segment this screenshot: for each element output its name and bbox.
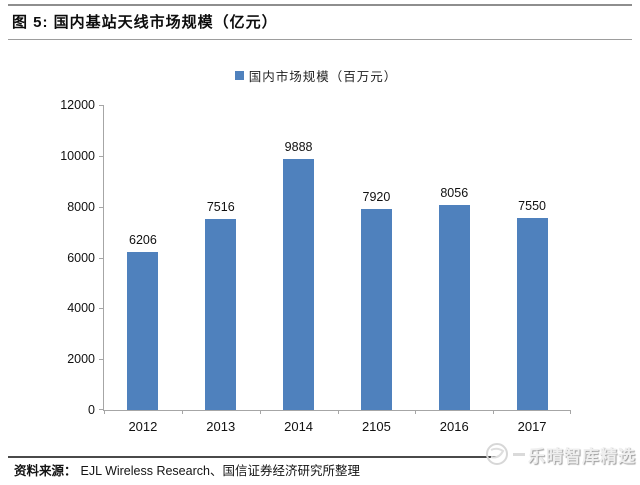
bar-value-label: 7920: [362, 190, 391, 204]
x-axis-tick: [104, 410, 105, 414]
x-axis-tick: [337, 410, 339, 414]
source-prefix: 资料来源：: [14, 464, 77, 478]
bar-value-label: 6206: [129, 233, 157, 247]
x-tick-label: 2016: [439, 419, 469, 434]
figure-title: 图 5: 国内基站天线市场规模（亿元）: [12, 14, 278, 31]
bar: [360, 209, 392, 410]
plot-area: 0 2000 4000 6000 8000 10000 12000 6206 2012 7516 2…: [60, 98, 571, 434]
top-divider: [8, 4, 632, 6]
x-axis-tick: [570, 410, 571, 414]
source-divider: [8, 456, 497, 458]
y-tick-label: 8000: [67, 199, 95, 214]
y-axis-tick: [99, 409, 104, 410]
y-axis-tick: [99, 105, 104, 106]
source-line: 资料来源： EJL Wireless Research、国信证券经济研究所整理: [14, 460, 360, 479]
y-tick-label: 4000: [67, 301, 95, 316]
bar-value-label: 7516: [206, 200, 235, 214]
y-axis-tick: [99, 155, 104, 157]
bar: [127, 252, 159, 410]
legend-label: 国内市场规模（百万元）: [248, 70, 398, 84]
bar-value-label: 9888: [284, 140, 313, 154]
bar: [205, 219, 237, 410]
y-axis-tick: [99, 359, 104, 361]
chart-legend: 国内市场规模（百万元）: [0, 66, 632, 85]
y-axis-tick: [99, 257, 104, 259]
bar: [283, 159, 315, 410]
y-tick-label: 6000: [67, 250, 95, 265]
bar: [516, 218, 548, 410]
y-tick-label: 12000: [60, 98, 95, 112]
bar-value-label: 8056: [440, 186, 469, 200]
y-tick-label: 10000: [60, 148, 95, 163]
x-tick-label: 2014: [284, 419, 314, 434]
y-tick-label: 2000: [67, 352, 95, 367]
y-axis-tick: [99, 308, 104, 310]
y-tick-label: 0: [88, 403, 95, 417]
x-tick-label: 2012: [128, 419, 158, 434]
y-axis-tick: [99, 206, 104, 208]
x-axis-tick: [259, 410, 261, 414]
title-divider: [8, 39, 632, 40]
bar-value-label: 7550: [518, 199, 546, 213]
legend-swatch-icon: [234, 71, 244, 80]
watermark-text: 乐晴智库精选: [528, 446, 636, 466]
x-axis-tick: [493, 410, 495, 414]
bar: [438, 205, 470, 410]
source-text: EJL Wireless Research、国信证券经济研究所整理: [80, 464, 360, 478]
x-tick-label: 2017: [517, 419, 547, 434]
leqing-swirl-logo-icon: [486, 443, 508, 465]
x-tick-label: 2013: [206, 419, 236, 434]
x-axis-tick: [181, 410, 183, 414]
watermark-dash-icon: [513, 452, 525, 456]
x-tick-label: 2105: [361, 419, 391, 434]
watermark: 乐晴智库精选: [484, 441, 636, 467]
x-axis-tick: [415, 410, 417, 414]
